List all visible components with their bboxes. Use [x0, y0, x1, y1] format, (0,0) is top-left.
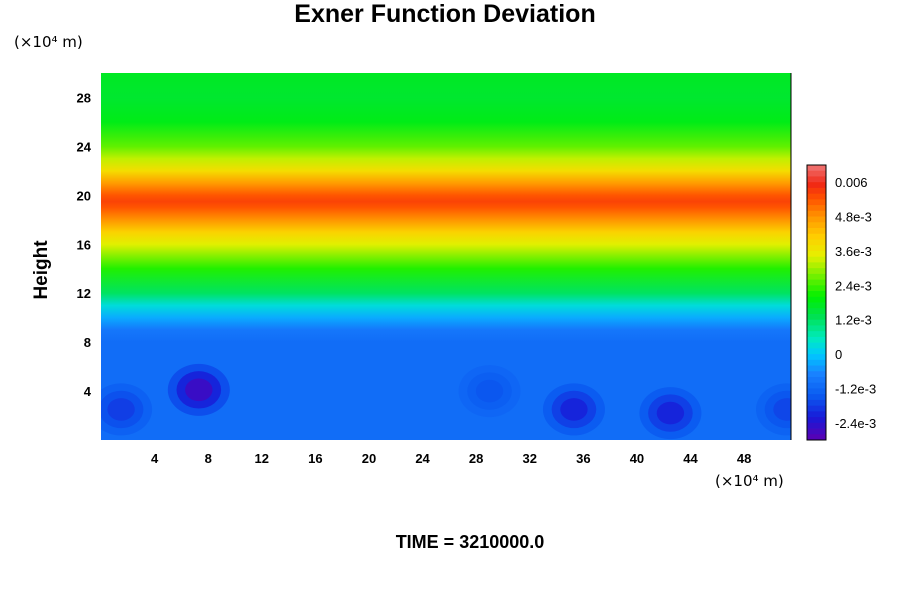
colorbar-band — [807, 193, 826, 200]
colorbar-band — [807, 262, 826, 269]
colorbar-band — [807, 210, 826, 217]
x-tick-label: 36 — [576, 451, 590, 466]
y-tick-label: 12 — [77, 286, 91, 301]
x-tick-label: 20 — [362, 451, 376, 466]
colorbar-band — [807, 365, 826, 372]
colorbar-band — [807, 348, 826, 355]
anomaly-blob — [101, 383, 153, 436]
x-tick-label: 24 — [415, 451, 430, 466]
anomaly-blob — [458, 365, 521, 418]
colorbar-band — [807, 417, 826, 424]
colorbar-frame — [806, 164, 827, 441]
x-tick-label: 16 — [308, 451, 322, 466]
colorbar-tick-label: 0.006 — [835, 175, 868, 190]
x-axis-unit: (×10⁴ m) — [715, 472, 784, 490]
colorbar-band — [807, 434, 826, 441]
y-tick-label: 8 — [84, 335, 91, 350]
y-tick-label: 16 — [77, 237, 91, 252]
anomaly-blob — [542, 383, 605, 436]
colorbar-band — [807, 268, 826, 275]
colorbar-band — [807, 256, 826, 263]
colorbar-band — [807, 273, 826, 280]
colorbar-band — [807, 176, 826, 183]
colorbar-band — [807, 359, 826, 366]
x-tick-label: 8 — [205, 451, 212, 466]
colorbar-band — [807, 250, 826, 258]
colorbar-band — [807, 342, 826, 349]
colorbar: 0.006 4.8e-3 3.6e-3 2.4e-3 1.2e-3 0 -1.2e-3 -2.… — [806, 164, 876, 441]
colorbar-band — [807, 205, 826, 212]
colorbar-band — [807, 222, 826, 229]
x-tick-label: 4 — [151, 451, 159, 466]
colorbar-band — [807, 245, 826, 252]
x-tick-label: 44 — [683, 451, 698, 466]
y-tick-label: 28 — [77, 90, 91, 105]
colorbar-band — [807, 296, 826, 303]
y-axis-unit: (×10⁴ m) — [14, 33, 83, 51]
contour-plot — [101, 73, 791, 440]
x-tick-label: 40 — [630, 451, 644, 466]
colorbar-band — [807, 325, 826, 332]
colorbar-band — [807, 354, 826, 361]
x-axis-ticks: 4 8 12 16 20 24 28 32 36 40 44 48 — [151, 451, 751, 466]
colorbar-band — [807, 428, 826, 435]
colorbar-tick-label: 3.6e-3 — [835, 244, 872, 259]
colorbar-band — [807, 411, 826, 418]
colorbar-tick-label: -2.4e-3 — [835, 416, 876, 431]
colorbar-band — [807, 291, 826, 298]
y-tick-label: 24 — [77, 139, 92, 154]
colorbar-band — [807, 165, 826, 172]
anomaly-blob — [755, 383, 791, 436]
colorbar-tick-label: 0 — [835, 347, 842, 362]
colorbar-tick-label: 2.4e-3 — [835, 278, 872, 293]
x-tick-label: 32 — [523, 451, 537, 466]
y-axis-ticks: 4 8 12 16 20 24 28 — [77, 90, 92, 399]
colorbar-band — [807, 228, 826, 235]
colorbar-band — [807, 388, 826, 395]
colorbar-band — [807, 313, 826, 321]
time-label: TIME = 3210000.0 — [395, 532, 545, 552]
colorbar-band — [807, 336, 826, 344]
colorbar-band — [807, 376, 826, 384]
colorbar-band — [807, 399, 826, 407]
colorbar-band — [807, 285, 826, 292]
colorbar-band — [807, 405, 826, 412]
anomaly-blob — [639, 387, 702, 440]
colorbar-band — [807, 170, 826, 177]
anomaly-blob — [167, 363, 230, 416]
colorbar-band — [807, 199, 826, 206]
colorbar-band — [807, 187, 826, 195]
colorbar-tick-label: 1.2e-3 — [835, 313, 872, 328]
colorbar-tick-label: -1.2e-3 — [835, 381, 876, 396]
colorbar-band — [807, 216, 826, 223]
colorbar-band — [807, 302, 826, 309]
colorbar-band — [807, 371, 826, 378]
colorbar-band — [807, 394, 826, 401]
colorbar-band — [807, 319, 826, 326]
colorbar-band — [807, 382, 826, 389]
x-tick-label: 48 — [737, 451, 751, 466]
y-tick-label: 4 — [84, 384, 92, 399]
colorbar-band — [807, 308, 826, 315]
colorbar-band — [807, 422, 826, 429]
y-tick-label: 20 — [77, 188, 91, 203]
colorbar-band — [807, 331, 826, 338]
colorbar-band — [807, 239, 826, 246]
x-tick-label: 28 — [469, 451, 483, 466]
colorbar-tick-label: 4.8e-3 — [835, 210, 872, 225]
colorbar-band — [807, 279, 826, 286]
chart-title: Exner Function Deviation — [294, 0, 596, 28]
colorbar-band — [807, 182, 826, 189]
colorbar-band — [807, 233, 826, 240]
x-tick-label: 12 — [255, 451, 269, 466]
